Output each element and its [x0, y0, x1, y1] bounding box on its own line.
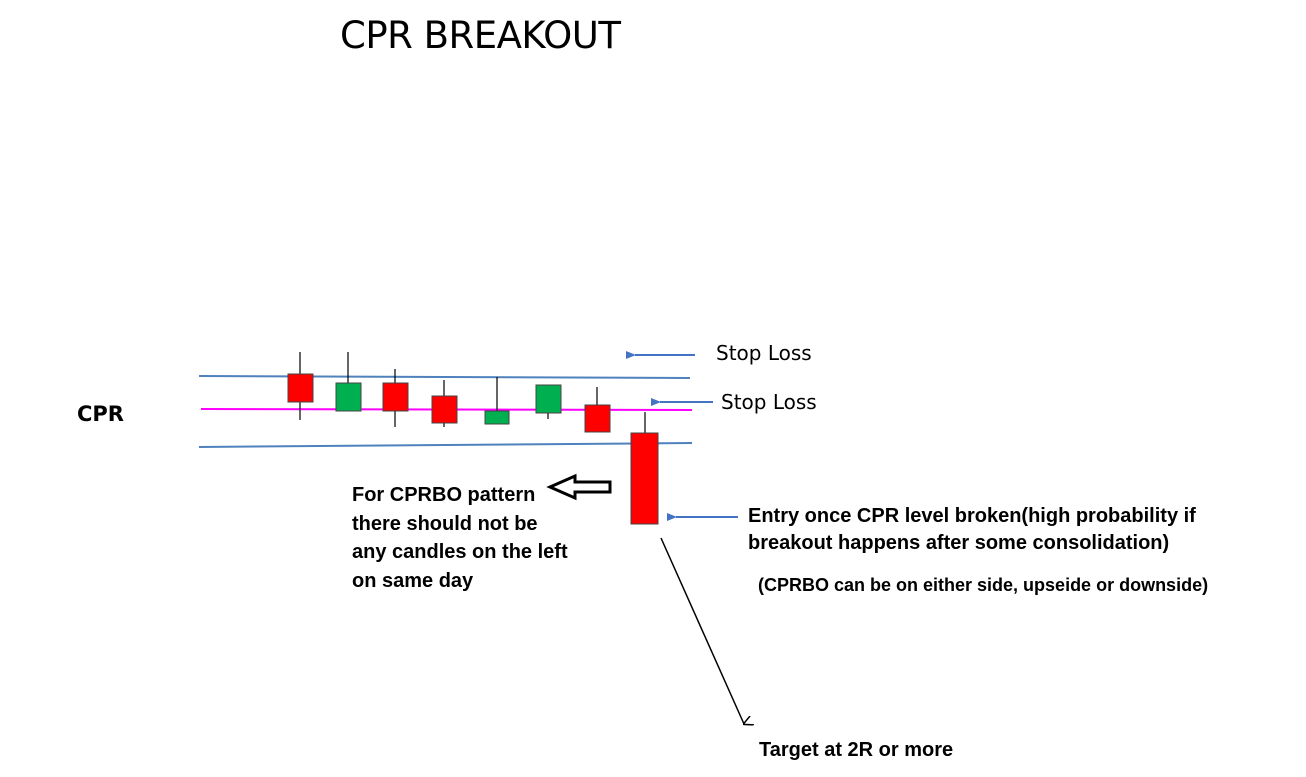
left-note-line: any candles on the left	[352, 541, 568, 563]
candle	[382, 369, 409, 427]
cpr-upper-line	[198, 375, 691, 379]
candle	[584, 387, 611, 433]
target-arrow	[660, 537, 744, 724]
entry-note-line: breakout happens after some consolidatio…	[748, 532, 1170, 554]
left-note-line: there should not be	[352, 512, 538, 535]
stop-loss-upper-label: Stop Loss	[716, 341, 812, 365]
candle	[431, 380, 458, 427]
cpr-label: CPR	[77, 402, 124, 426]
cpr-lower-line	[198, 442, 693, 448]
diagram-title: CPR BREAKOUT	[340, 14, 621, 57]
left-block-arrow-icon	[546, 473, 612, 501]
left-note-line: For CPRBO pattern	[352, 484, 536, 506]
left-note-line: on same day	[352, 569, 474, 592]
candle	[484, 377, 510, 425]
entry-note: Entry once CPR level broken(high probabi…	[748, 503, 1196, 557]
side-note: (CPRBO can be on either side, upseide or…	[758, 575, 1209, 595]
left-candles-note: For CPRBO pattern there should not be an…	[352, 481, 582, 595]
breakout-candle	[630, 412, 659, 525]
candle	[287, 352, 314, 420]
candle	[535, 384, 562, 419]
stop-loss-lower-label: Stop Loss	[721, 390, 817, 414]
entry-note-line: Entry once CPR level broken(high probabi…	[748, 505, 1196, 527]
candle	[335, 352, 362, 412]
target-note: Target at 2R or more	[759, 739, 954, 761]
